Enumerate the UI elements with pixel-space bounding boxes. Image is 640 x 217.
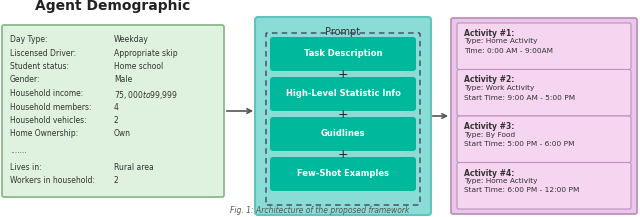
FancyBboxPatch shape: [255, 17, 431, 215]
Text: Liscensed Driver:: Liscensed Driver:: [10, 49, 76, 58]
Text: 2: 2: [114, 116, 119, 125]
Text: Start Time: 5:00 PM - 6:00 PM: Start Time: 5:00 PM - 6:00 PM: [464, 141, 575, 147]
Text: Male: Male: [114, 76, 132, 84]
Text: Type: By Food: Type: By Food: [464, 132, 515, 138]
FancyBboxPatch shape: [270, 37, 416, 71]
FancyBboxPatch shape: [2, 25, 224, 197]
Text: Lives in:: Lives in:: [10, 163, 42, 171]
Text: Type: Work Activity: Type: Work Activity: [464, 85, 534, 91]
FancyBboxPatch shape: [457, 116, 631, 163]
Text: Workers in household:: Workers in household:: [10, 176, 95, 185]
FancyBboxPatch shape: [270, 157, 416, 191]
FancyBboxPatch shape: [457, 23, 631, 69]
Text: Home school: Home school: [114, 62, 163, 71]
Text: Rural area: Rural area: [114, 163, 154, 171]
Text: Guidlines: Guidlines: [321, 130, 365, 138]
Text: Household members:: Household members:: [10, 102, 92, 112]
Text: Few-Shot Examples: Few-Shot Examples: [297, 169, 389, 179]
Text: 4: 4: [114, 102, 119, 112]
Text: Activity #4:: Activity #4:: [464, 168, 515, 178]
Text: Type: Home Activity: Type: Home Activity: [464, 178, 538, 184]
Text: Agent Demographic: Agent Demographic: [35, 0, 191, 13]
Text: .......: .......: [10, 146, 27, 155]
Text: Start Time: 9:00 AM - 5:00 PM: Start Time: 9:00 AM - 5:00 PM: [464, 94, 575, 100]
Text: Appropriate skip: Appropriate skip: [114, 49, 178, 58]
Text: Activity #1:: Activity #1:: [464, 29, 515, 38]
Text: Activity #2:: Activity #2:: [464, 76, 515, 84]
Text: Student status:: Student status:: [10, 62, 69, 71]
Text: Fig. 1: Architecture of the proposed framework: Fig. 1: Architecture of the proposed fra…: [230, 206, 410, 215]
Text: Home Ownership:: Home Ownership:: [10, 130, 78, 138]
FancyBboxPatch shape: [457, 163, 631, 209]
Text: +: +: [338, 148, 348, 161]
Text: High-Level Statistic Info: High-Level Statistic Info: [285, 89, 401, 99]
Text: Time: 0:00 AM - 9:00AM: Time: 0:00 AM - 9:00AM: [464, 48, 553, 54]
FancyBboxPatch shape: [270, 77, 416, 111]
Text: Own: Own: [114, 130, 131, 138]
Text: +: +: [338, 67, 348, 81]
Text: $75,000 to $99,999: $75,000 to $99,999: [114, 89, 178, 101]
Text: Start Time: 6:00 PM - 12:00 PM: Start Time: 6:00 PM - 12:00 PM: [464, 187, 579, 194]
Text: Household income:: Household income:: [10, 89, 83, 98]
Text: Activity #3:: Activity #3:: [464, 122, 515, 131]
Text: Household vehicles:: Household vehicles:: [10, 116, 86, 125]
Text: 2: 2: [114, 176, 119, 185]
Text: Task Description: Task Description: [304, 49, 382, 59]
FancyBboxPatch shape: [270, 117, 416, 151]
Text: +: +: [338, 107, 348, 120]
Text: Gender:: Gender:: [10, 76, 40, 84]
Text: Day Type:: Day Type:: [10, 35, 47, 44]
Text: Prompt: Prompt: [325, 27, 360, 37]
FancyBboxPatch shape: [457, 69, 631, 116]
Text: Type: Home Activity: Type: Home Activity: [464, 38, 538, 44]
Text: Weekday: Weekday: [114, 35, 149, 44]
FancyBboxPatch shape: [451, 18, 637, 214]
